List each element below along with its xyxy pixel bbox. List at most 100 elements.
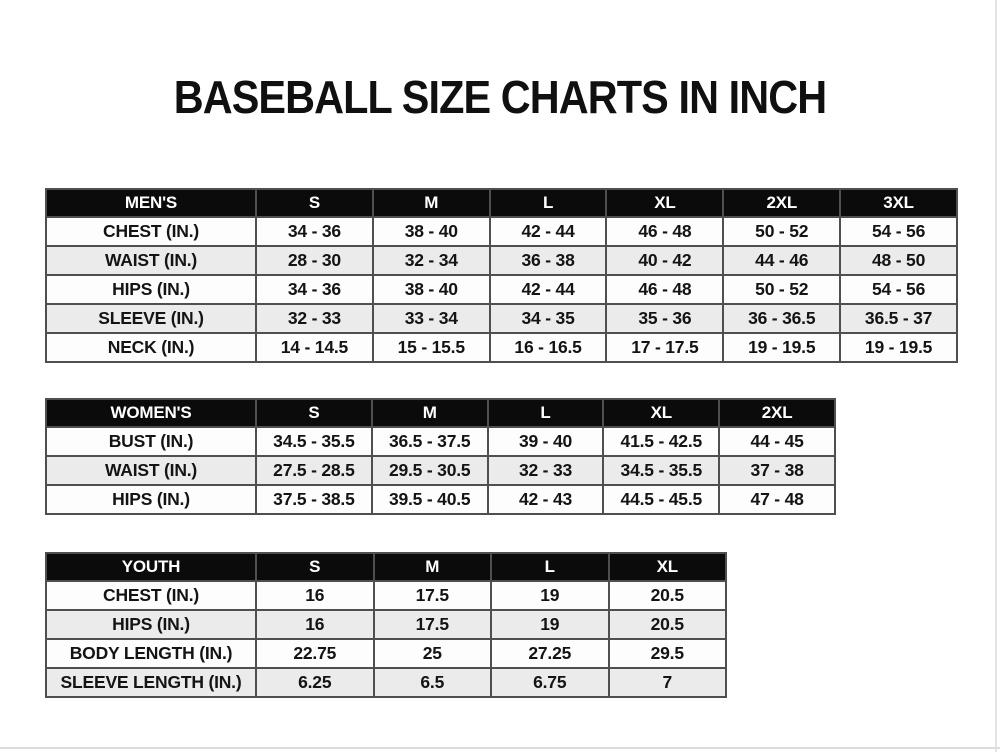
row-label: BODY LENGTH (IN.) bbox=[45, 638, 257, 669]
size-cell: 25 bbox=[372, 638, 492, 669]
size-cell: 44 - 45 bbox=[718, 426, 836, 457]
womens-col-2xl: 2XL bbox=[718, 398, 836, 428]
size-cell: 40 - 42 bbox=[605, 245, 725, 276]
row-label: SLEEVE (IN.) bbox=[45, 303, 257, 334]
size-cell: 28 - 30 bbox=[255, 245, 374, 276]
mens-col-3xl: 3XL bbox=[839, 188, 958, 218]
size-cell: 37 - 38 bbox=[718, 455, 836, 486]
row-label: BUST (IN.) bbox=[45, 426, 257, 457]
youth-col-xl: XL bbox=[607, 552, 727, 582]
row-label: NECK (IN.) bbox=[45, 332, 257, 363]
size-cell: 34 - 35 bbox=[488, 303, 608, 334]
table-row-sleeve-length: SLEEVE LENGTH (IN.) 6.25 6.5 6.75 7 bbox=[45, 667, 727, 698]
mens-table-title: MEN'S bbox=[45, 188, 257, 218]
womens-header-row: WOMEN'S S M L XL 2XL bbox=[45, 398, 836, 428]
mens-col-l: L bbox=[488, 188, 608, 218]
mens-col-m: M bbox=[371, 188, 491, 218]
size-cell: 20.5 bbox=[607, 609, 727, 640]
row-label: CHEST (IN.) bbox=[45, 216, 257, 247]
table-row-hips: HIPS (IN.) 34 - 36 38 - 40 42 - 44 46 - … bbox=[45, 274, 958, 305]
scan-artifact-right-edge bbox=[995, 0, 997, 752]
row-label: WAIST (IN.) bbox=[45, 455, 257, 486]
table-row-neck: NECK (IN.) 14 - 14.5 15 - 15.5 16 - 16.5… bbox=[45, 332, 958, 363]
size-cell: 33 - 34 bbox=[371, 303, 491, 334]
size-cell: 19 bbox=[490, 580, 610, 611]
youth-col-l: L bbox=[490, 552, 610, 582]
size-cell: 34.5 - 35.5 bbox=[602, 455, 721, 486]
youth-col-m: M bbox=[372, 552, 492, 582]
table-row-bust: BUST (IN.) 34.5 - 35.5 36.5 - 37.5 39 - … bbox=[45, 426, 836, 457]
size-cell: 34.5 - 35.5 bbox=[255, 426, 373, 457]
table-row-sleeve: SLEEVE (IN.) 32 - 33 33 - 34 34 - 35 35 … bbox=[45, 303, 958, 334]
page-title: BASEBALL SIZE CHARTS IN INCH bbox=[173, 71, 827, 123]
size-cell: 37.5 - 38.5 bbox=[255, 484, 373, 515]
size-cell: 20.5 bbox=[607, 580, 727, 611]
size-cell: 47 - 48 bbox=[718, 484, 836, 515]
youth-table-title: YOUTH bbox=[45, 552, 257, 582]
size-cell: 17.5 bbox=[372, 609, 492, 640]
size-cell: 17.5 bbox=[372, 580, 492, 611]
size-cell: 39 - 40 bbox=[486, 426, 605, 457]
size-cell: 41.5 - 42.5 bbox=[602, 426, 721, 457]
size-cell: 22.75 bbox=[255, 638, 375, 669]
youth-header-row: YOUTH S M L XL bbox=[45, 552, 727, 582]
mens-col-s: S bbox=[255, 188, 374, 218]
row-label: CHEST (IN.) bbox=[45, 580, 257, 611]
size-cell: 14 - 14.5 bbox=[255, 332, 374, 363]
table-row-chest: CHEST (IN.) 16 17.5 19 20.5 bbox=[45, 580, 727, 611]
womens-col-s: S bbox=[255, 398, 373, 428]
table-row-waist: WAIST (IN.) 27.5 - 28.5 29.5 - 30.5 32 -… bbox=[45, 455, 836, 486]
size-cell: 46 - 48 bbox=[605, 274, 725, 305]
size-cell: 34 - 36 bbox=[255, 216, 374, 247]
size-cell: 6.75 bbox=[490, 667, 610, 698]
size-cell: 19 - 19.5 bbox=[839, 332, 958, 363]
mens-col-xl: XL bbox=[605, 188, 725, 218]
scan-artifact-bottom-edge bbox=[0, 747, 1000, 749]
size-cell: 54 - 56 bbox=[839, 216, 958, 247]
size-cell: 32 - 33 bbox=[486, 455, 605, 486]
mens-col-2xl: 2XL bbox=[722, 188, 842, 218]
youth-size-table: YOUTH S M L XL CHEST (IN.) 16 17.5 19 20… bbox=[45, 552, 727, 698]
mens-size-table: MEN'S S M L XL 2XL 3XL CHEST (IN.) 34 - … bbox=[45, 188, 958, 363]
row-label: HIPS (IN.) bbox=[45, 609, 257, 640]
womens-col-l: L bbox=[486, 398, 605, 428]
size-cell: 32 - 34 bbox=[371, 245, 491, 276]
size-cell: 16 bbox=[255, 609, 375, 640]
size-cell: 38 - 40 bbox=[371, 216, 491, 247]
size-cell: 36.5 - 37.5 bbox=[370, 426, 489, 457]
row-label: SLEEVE LENGTH (IN.) bbox=[45, 667, 257, 698]
size-cell: 36 - 38 bbox=[488, 245, 608, 276]
size-cell: 7 bbox=[607, 667, 727, 698]
size-cell: 17 - 17.5 bbox=[605, 332, 725, 363]
row-label: HIPS (IN.) bbox=[45, 274, 257, 305]
table-row-hips: HIPS (IN.) 37.5 - 38.5 39.5 - 40.5 42 - … bbox=[45, 484, 836, 515]
size-cell: 15 - 15.5 bbox=[371, 332, 491, 363]
size-cell: 16 - 16.5 bbox=[488, 332, 608, 363]
size-cell: 35 - 36 bbox=[605, 303, 725, 334]
table-row-waist: WAIST (IN.) 28 - 30 32 - 34 36 - 38 40 -… bbox=[45, 245, 958, 276]
size-cell: 6.25 bbox=[255, 667, 375, 698]
size-cell: 19 bbox=[490, 609, 610, 640]
table-row-chest: CHEST (IN.) 34 - 36 38 - 40 42 - 44 46 -… bbox=[45, 216, 958, 247]
size-cell: 44 - 46 bbox=[722, 245, 842, 276]
youth-col-s: S bbox=[255, 552, 375, 582]
mens-header-row: MEN'S S M L XL 2XL 3XL bbox=[45, 188, 958, 218]
size-cell: 38 - 40 bbox=[371, 274, 491, 305]
row-label: WAIST (IN.) bbox=[45, 245, 257, 276]
size-cell: 46 - 48 bbox=[605, 216, 725, 247]
table-row-body-length: BODY LENGTH (IN.) 22.75 25 27.25 29.5 bbox=[45, 638, 727, 669]
womens-col-m: M bbox=[370, 398, 489, 428]
womens-size-table: WOMEN'S S M L XL 2XL BUST (IN.) 34.5 - 3… bbox=[45, 398, 836, 515]
size-cell: 16 bbox=[255, 580, 375, 611]
size-cell: 32 - 33 bbox=[255, 303, 374, 334]
size-cell: 36 - 36.5 bbox=[722, 303, 842, 334]
size-cell: 48 - 50 bbox=[839, 245, 958, 276]
size-cell: 50 - 52 bbox=[722, 216, 842, 247]
size-cell: 27.25 bbox=[490, 638, 610, 669]
womens-col-xl: XL bbox=[602, 398, 721, 428]
womens-table-title: WOMEN'S bbox=[45, 398, 257, 428]
size-cell: 54 - 56 bbox=[839, 274, 958, 305]
size-cell: 44.5 - 45.5 bbox=[602, 484, 721, 515]
size-cell: 29.5 - 30.5 bbox=[370, 455, 489, 486]
size-cell: 34 - 36 bbox=[255, 274, 374, 305]
